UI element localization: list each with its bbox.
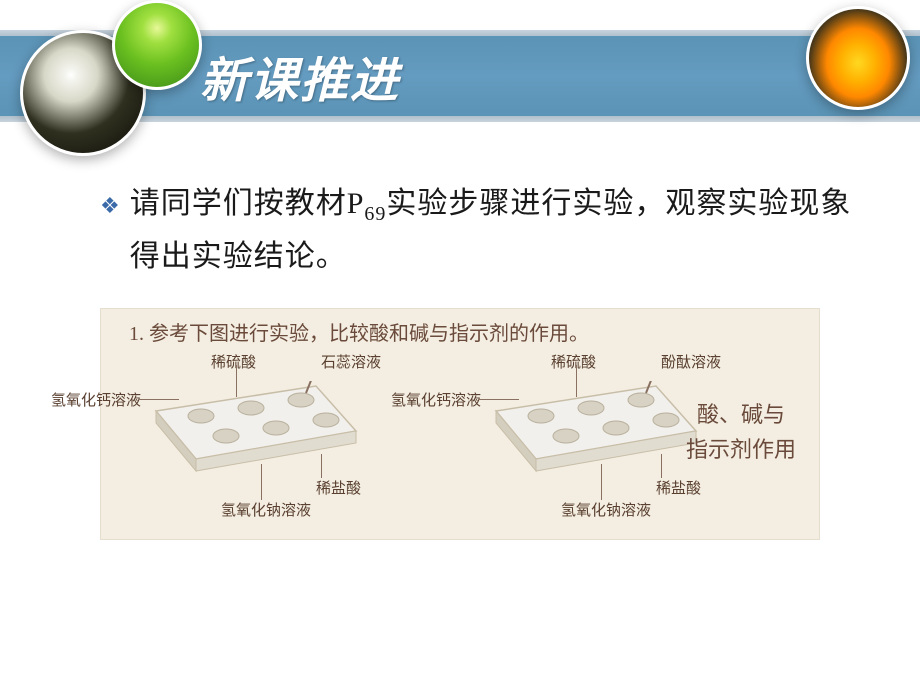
leader-line [479,399,519,400]
slide-title: 新课推进 [200,41,400,111]
diamond-bullet-icon: ❖ [100,193,120,219]
label-sulfuric-2: 稀硫酸 [551,351,596,372]
page-subscript: 69 [364,203,386,225]
plate-svg-left [146,381,366,491]
spot-plate-left: 稀硫酸 石蕊溶液 氢氧化钙溶液 稀盐酸 氢氧化钠溶液 [121,369,391,504]
text-part-1: 请同学们按教材P [130,187,365,220]
leader-line [236,365,237,397]
label-caoh-2: 氢氧化钙溶液 [391,389,481,410]
side-line-2: 指示剂作用 [681,432,801,467]
label-naoh-1: 氢氧化钠溶液 [221,499,311,520]
leader-line [661,454,662,478]
diagram-side-label: 酸、碱与 指示剂作用 [681,397,801,467]
leader-line [576,365,577,397]
label-hcl-2: 稀盐酸 [656,477,701,498]
label-naoh-2: 氢氧化钠溶液 [561,499,651,520]
leaf-icon [112,0,202,90]
label-sulfuric-1: 稀硫酸 [211,351,256,372]
flower-icon [806,6,910,110]
content-area: ❖ 请同学们按教材P69实验步骤进行实验，观察实验现象得出实验结论。 [100,178,860,296]
instruction-text: 请同学们按教材P69实验步骤进行实验，观察实验现象得出实验结论。 [130,178,860,282]
leader-line [139,399,179,400]
leader-line [321,454,322,478]
diagram-title: 1. 参考下图进行实验，比较酸和碱与指示剂的作用。 [129,317,589,346]
side-line-1: 酸、碱与 [681,397,801,432]
label-litmus: 石蕊溶液 [321,351,381,372]
bullet-paragraph: ❖ 请同学们按教材P69实验步骤进行实验，观察实验现象得出实验结论。 [100,178,860,282]
label-phenolphthalein: 酚酞溶液 [661,351,721,372]
label-hcl-1: 稀盐酸 [316,477,361,498]
leader-line [601,464,602,500]
leader-line [261,464,262,500]
experiment-diagram: 1. 参考下图进行实验，比较酸和碱与指示剂的作用。 稀硫酸 石蕊溶液 氢氧化钙溶… [100,308,820,540]
plate-svg-right [486,381,706,491]
label-caoh-1: 氢氧化钙溶液 [51,389,141,410]
